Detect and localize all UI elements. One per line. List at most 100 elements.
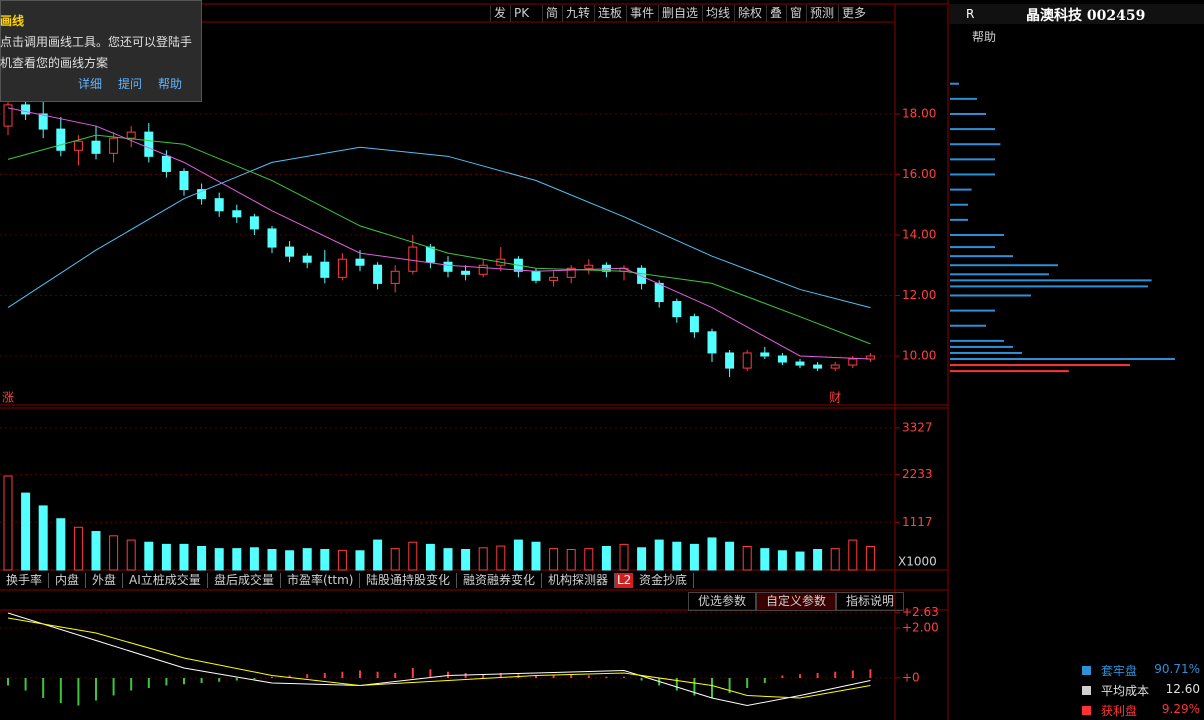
chip-bar [950, 345, 1013, 348]
volume-bar [531, 541, 541, 571]
volume-bar [56, 518, 66, 571]
volume-bar [355, 550, 365, 571]
volume-bar [3, 475, 13, 571]
tooltip-link[interactable]: 详细 [78, 77, 103, 91]
y-tick-label: +0 [902, 671, 920, 685]
indicator-tab[interactable]: AI立桩成交量 [123, 573, 208, 588]
volume-bar [742, 546, 752, 571]
volume-bar [249, 547, 259, 571]
indicator-tab[interactable]: 内盘 [49, 573, 87, 588]
indicator-line [7, 134, 871, 345]
toolbar-button[interactable]: 九转 [562, 5, 593, 22]
candle-body [408, 246, 418, 272]
chip-bar [950, 82, 959, 85]
candle-body [197, 189, 207, 200]
candle-body [443, 261, 453, 272]
chip-bar [950, 273, 1049, 276]
chip-bar [950, 143, 1001, 146]
stat-label: 获利盘 [1101, 704, 1138, 718]
toolbar-button[interactable]: 更多 [838, 5, 869, 22]
candle-body [373, 264, 383, 284]
indicator-tab[interactable]: 融资融券变化 [457, 573, 543, 588]
chip-bar [950, 158, 995, 161]
candle-body [3, 104, 13, 127]
volume-bar [496, 545, 506, 571]
candle-body [425, 246, 435, 263]
toolbar-button[interactable]: 叠 [766, 5, 785, 22]
chip-bar [950, 188, 972, 191]
volume-bar [161, 543, 171, 571]
chip-bar [950, 246, 995, 249]
candle-body [725, 352, 735, 369]
candle-body [584, 264, 594, 269]
stock-name: 晶澳科技 002459 [1026, 8, 1146, 24]
indicator-tab[interactable]: L2 [615, 573, 634, 588]
tooltip-link[interactable]: 提问 [118, 77, 143, 91]
toolbar-button[interactable]: 均线 [702, 5, 733, 22]
stat-value: 12.60 [1165, 682, 1200, 696]
param-button[interactable]: 优选参数 [688, 592, 757, 611]
indicator-line [7, 617, 871, 699]
toolbar-button[interactable]: PK [510, 5, 532, 22]
chip-bar [950, 97, 977, 100]
y-tick-label: 18.00 [902, 106, 936, 120]
volume-bar [584, 548, 594, 571]
indicator-line [7, 146, 871, 309]
y-tick-label: 12.00 [902, 288, 936, 302]
indicator-tab[interactable]: 机构探测器 [542, 573, 616, 588]
toolbar-button[interactable]: 窗 [786, 5, 805, 22]
candle-body [337, 258, 347, 278]
y-tick-label: +2.00 [902, 621, 939, 635]
param-button[interactable]: 自定义参数 [756, 592, 837, 611]
toolbar-button[interactable]: 简 [542, 5, 561, 22]
help-link[interactable]: 帮助 [972, 30, 997, 44]
candle-body [355, 258, 365, 266]
volume-bar [478, 547, 488, 571]
volume-bar [654, 539, 664, 571]
toolbar-button[interactable]: 预测 [806, 5, 837, 22]
candle-body [285, 246, 295, 257]
candle-body [795, 361, 805, 366]
candle-body [56, 128, 66, 151]
toolbar-button[interactable]: 连板 [594, 5, 625, 22]
indicator-tab[interactable]: 换手率 [0, 573, 50, 588]
indicator-tab[interactable]: 陆股通持股变化 [360, 573, 458, 588]
tooltip-link[interactable]: 帮助 [158, 77, 183, 91]
candle-body [707, 331, 717, 354]
volume-bar [285, 550, 295, 571]
volume-bar [373, 539, 383, 571]
indicator-line [7, 612, 871, 707]
volume-bar [337, 549, 347, 571]
candle-body [654, 282, 664, 303]
volume-bar [179, 543, 189, 571]
indicator-tab[interactable]: 市盈率(ttm) [281, 573, 361, 588]
candle-body [531, 270, 541, 281]
candle-body [38, 113, 48, 130]
volume-bar [549, 548, 559, 571]
y-tick-label: 14.00 [902, 227, 936, 241]
tooltip-text: 点击调用画线工具。您还可以登陆手 [0, 35, 193, 49]
candle-body [390, 270, 400, 284]
toolbar-button[interactable]: 除权 [734, 5, 765, 22]
candle-body [689, 316, 699, 333]
volume-bar [408, 541, 418, 571]
indicator-tab[interactable]: 盘后成交量 [208, 573, 282, 588]
indicator-tab[interactable]: 资金抄底 [633, 573, 695, 588]
chip-bar [950, 364, 1130, 367]
candle-body [461, 270, 471, 275]
volume-bar [144, 541, 154, 571]
volume-bar [795, 551, 805, 571]
volume-bar [214, 548, 224, 571]
indicator-tab[interactable]: 外盘 [86, 573, 124, 588]
chip-bar [950, 255, 1013, 258]
param-button[interactable]: 指标说明 [836, 592, 905, 611]
toolbar-button[interactable]: 删自选 [658, 5, 701, 22]
volume-bar [813, 548, 823, 571]
volume-bar [302, 548, 312, 571]
toolbar-button[interactable]: 发 [490, 5, 509, 22]
candle-body [109, 137, 119, 154]
volume-bar [566, 548, 576, 571]
toolbar-button[interactable]: 事件 [626, 5, 657, 22]
mode-label: R [966, 7, 975, 21]
candle-body [830, 364, 840, 369]
